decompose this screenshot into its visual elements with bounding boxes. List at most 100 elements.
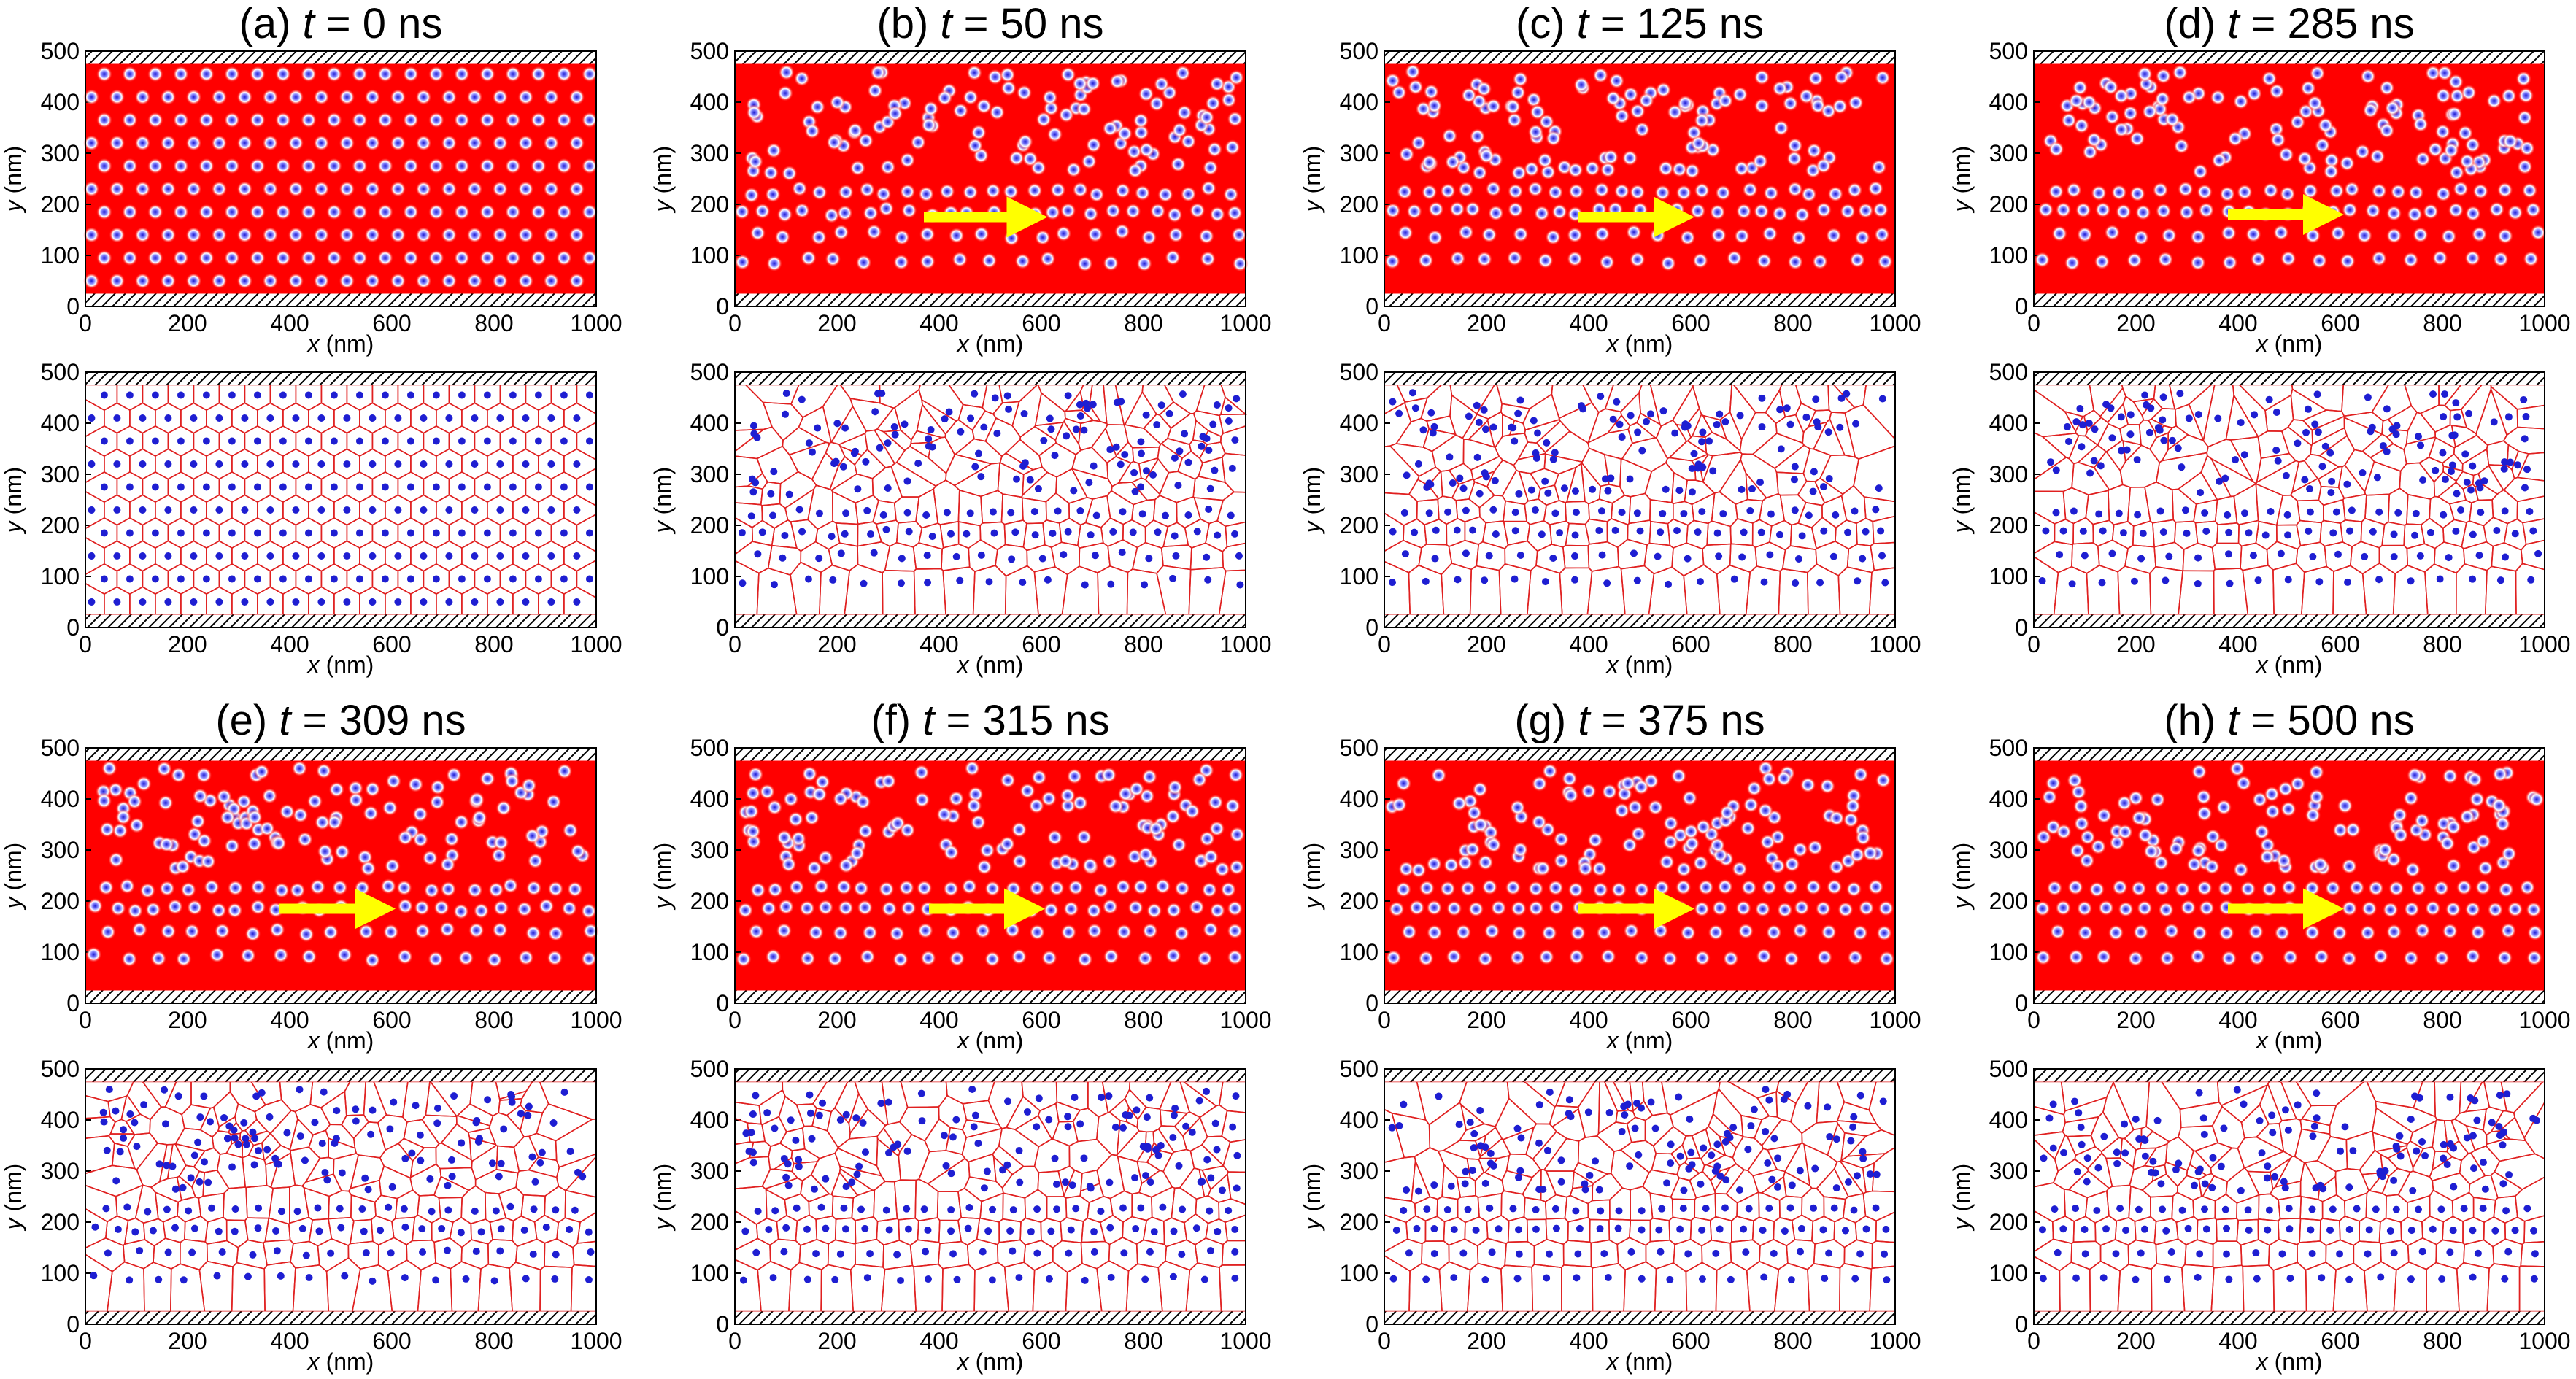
skyrmion — [2232, 93, 2249, 110]
skyrmion-center — [1466, 1119, 1474, 1127]
skyrmion-center — [1767, 510, 1775, 518]
skyrmion-center — [1816, 579, 1824, 587]
skyrmion — [1173, 925, 1190, 942]
skyrmion-center — [1738, 553, 1746, 561]
voronoi-cell — [968, 1153, 997, 1183]
skyrmion — [2414, 812, 2431, 829]
skyrmion — [568, 181, 585, 197]
skyrmion — [364, 781, 381, 797]
skyrmion — [516, 900, 533, 917]
skyrmion-center — [784, 1160, 792, 1168]
skyrmion — [900, 900, 917, 916]
x-tick-label: 200 — [817, 631, 856, 657]
voronoi-cell — [270, 1151, 296, 1189]
skyrmion-center — [1142, 1172, 1150, 1180]
skyrmion — [190, 813, 207, 830]
skyrmion — [325, 66, 342, 82]
skyrmion-center — [874, 390, 882, 398]
skyrmion-center — [126, 483, 134, 491]
skyrmion-center — [1819, 483, 1827, 491]
skyrmion-center — [1213, 1146, 1221, 1154]
skyrmion — [1400, 924, 1417, 940]
skyrmion-center — [1879, 1097, 1887, 1105]
skyrmion-center — [458, 529, 466, 537]
skyrmion-center — [2390, 1249, 2398, 1257]
y-tick-label: 500 — [690, 735, 729, 761]
voronoi-cell — [1784, 1141, 1811, 1187]
x-tick-label: 1000 — [2518, 1007, 2570, 1033]
skyrmion — [2361, 900, 2378, 917]
skyrmion — [1553, 831, 1570, 848]
skyrmion-center — [2364, 393, 2372, 401]
skyrmion — [798, 900, 815, 916]
voronoi-cell — [2119, 444, 2161, 488]
skyrmion-center — [279, 437, 287, 445]
skyrmion — [1753, 203, 1770, 220]
skyrmion — [568, 135, 585, 151]
skyrmion — [198, 158, 215, 174]
skyrmion — [479, 204, 495, 220]
skyrmion-center — [1638, 1226, 1646, 1234]
skyrmion-center — [1578, 402, 1586, 410]
skyrmion — [1141, 229, 1157, 246]
y-tick-label: 200 — [41, 1209, 80, 1235]
skyrmion — [1507, 201, 1524, 218]
skyrmion — [916, 880, 933, 897]
skyrmion-center — [2377, 1273, 2385, 1281]
x-tick-label: 1000 — [1869, 1007, 1921, 1033]
skyrmion-center — [343, 460, 351, 468]
skyrmion-center — [126, 391, 134, 399]
skyrmion-center — [1611, 526, 1619, 534]
y-tick-label: 200 — [690, 512, 729, 538]
skyrmion-center — [780, 1248, 788, 1256]
skyrmion — [1567, 183, 1584, 200]
skyrmion-center — [100, 529, 108, 537]
voronoi-cell — [1610, 1149, 1650, 1191]
skyrmion — [2178, 204, 2195, 220]
skyrmion — [2367, 880, 2384, 897]
boundary-hatch-top — [735, 51, 1246, 64]
voronoi-cell — [2437, 482, 2467, 505]
boundary-hatch-top — [1384, 372, 1895, 385]
skyrmion-center — [330, 437, 338, 445]
skyrmion — [919, 253, 936, 270]
skyrmion-center — [2274, 457, 2282, 465]
skyrmion-center — [1137, 1204, 1145, 1212]
skyrmion-center — [859, 1119, 867, 1127]
skyrmion-center — [164, 1248, 172, 1256]
y-tick-label: 400 — [690, 89, 729, 115]
skyrmion-center — [891, 430, 899, 439]
panel-title-c: (c) t = 125 ns — [1516, 0, 1764, 47]
skyrmion — [214, 922, 231, 939]
skyrmion-center — [369, 598, 377, 606]
skyrmion-center — [1405, 1249, 1413, 1257]
skyrmion-center — [2302, 428, 2310, 436]
voronoi-cell — [2387, 1147, 2414, 1173]
skyrmion-center — [922, 511, 930, 519]
skyrmion — [1828, 859, 1845, 876]
skyrmion-center — [551, 1275, 559, 1283]
voronoi-cell — [871, 466, 903, 504]
skyrmion — [377, 66, 393, 82]
skyrmion-center — [1165, 409, 1173, 417]
skyrmion-center — [1802, 413, 1810, 421]
skyrmion-center — [1626, 475, 1634, 483]
boundary-hatch-bottom — [735, 990, 1246, 1003]
skyrmion — [870, 64, 887, 81]
skyrmion — [1227, 922, 1243, 939]
skyrmion — [2110, 184, 2127, 201]
skyrmion — [1200, 179, 1217, 196]
skyrmion — [1026, 182, 1043, 199]
skyrmion-center — [522, 460, 530, 468]
skyrmion — [339, 227, 355, 243]
skyrmion — [2073, 117, 2090, 134]
skyrmion-center — [894, 1140, 902, 1148]
skyrmion — [2229, 760, 2245, 777]
skyrmion — [486, 951, 503, 968]
skyrmion-center — [924, 579, 932, 587]
skyrmion-center — [1688, 464, 1696, 472]
skyrmion — [1782, 95, 1799, 112]
skyrmion — [458, 949, 474, 966]
skyrmion — [313, 181, 330, 197]
skyrmion — [1046, 829, 1063, 846]
